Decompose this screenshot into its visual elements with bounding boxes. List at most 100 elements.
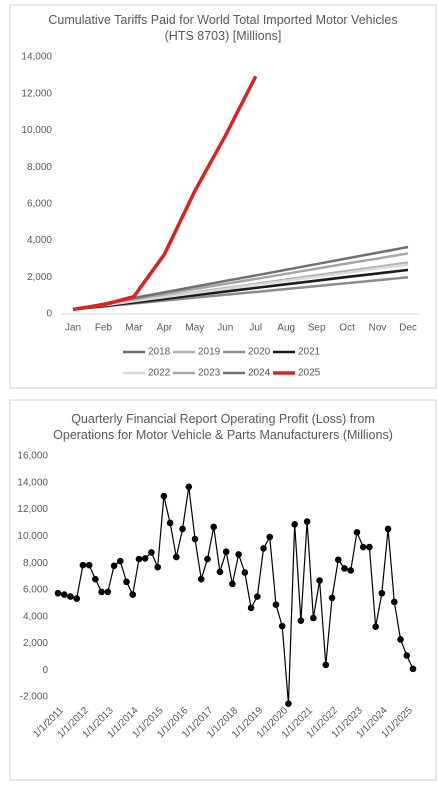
legend-label: 2025 <box>298 368 321 379</box>
x-tick-label: Dec <box>399 323 417 334</box>
chart-title: Quarterly Financial Report Operating Pro… <box>53 412 393 442</box>
legend-label: 2018 <box>148 347 171 358</box>
y-tick-label: 6,000 <box>27 198 52 209</box>
x-tick-label: Jul <box>249 323 262 334</box>
point <box>235 551 242 558</box>
point <box>54 589 62 597</box>
point <box>372 623 379 631</box>
point <box>204 555 211 563</box>
point <box>253 593 261 600</box>
point <box>179 525 186 533</box>
point <box>397 636 404 643</box>
point <box>98 588 105 596</box>
point <box>104 588 112 596</box>
panel <box>9 399 437 781</box>
point <box>384 525 392 533</box>
point <box>135 555 143 563</box>
panel <box>9 4 437 389</box>
point <box>148 549 155 556</box>
point <box>210 523 218 531</box>
point <box>241 569 249 576</box>
point <box>353 529 361 536</box>
point <box>403 652 411 659</box>
y-tick-label: 4,000 <box>27 235 52 246</box>
point <box>272 601 280 608</box>
y-tick-label: 12,000 <box>17 504 48 515</box>
y-tick-label: 12,000 <box>21 88 52 99</box>
x-tick-label: Nov <box>369 323 387 334</box>
y-tick-label: 0 <box>46 309 52 320</box>
legend-label: 2023 <box>198 368 221 379</box>
point <box>79 561 87 569</box>
point <box>359 543 367 551</box>
y-tick-label: -2,000 <box>20 692 49 703</box>
series-line <box>72 263 409 311</box>
point <box>92 575 99 583</box>
chart-title: Cumulative Tariffs Paid for World Total … <box>48 13 398 43</box>
legend-label: 2022 <box>148 368 171 379</box>
legend-label: 2019 <box>198 347 221 358</box>
y-tick-label: 8,000 <box>27 162 52 173</box>
y-tick-label: 14,000 <box>17 477 48 488</box>
point <box>191 535 199 543</box>
x-tick-label: Feb <box>95 323 113 334</box>
point <box>216 568 224 576</box>
point <box>285 700 292 707</box>
y-tick-label: 0 <box>42 665 48 676</box>
point <box>328 594 336 602</box>
y-tick-label: 6,000 <box>23 585 48 596</box>
point <box>185 483 193 491</box>
point <box>197 575 205 583</box>
point <box>366 543 373 551</box>
y-tick-label: 14,000 <box>21 52 52 63</box>
point <box>391 598 398 606</box>
point <box>123 578 130 586</box>
point <box>291 520 298 528</box>
point <box>378 589 386 597</box>
point <box>316 577 323 584</box>
x-tick-label: Apr <box>157 323 173 334</box>
x-tick-label: Jun <box>217 323 233 334</box>
point <box>310 614 317 622</box>
point <box>73 595 80 602</box>
x-tick-label: May <box>185 323 204 334</box>
point <box>154 563 161 571</box>
x-tick-label: Oct <box>339 323 355 334</box>
x-tick-label: Jan <box>65 323 81 334</box>
point <box>141 555 149 562</box>
series-line <box>57 486 414 705</box>
series-line <box>72 75 258 312</box>
point <box>129 591 137 598</box>
point <box>409 665 417 673</box>
y-tick-label: 2,000 <box>23 638 48 649</box>
point <box>166 519 174 527</box>
point <box>60 591 68 598</box>
legend-label: 2024 <box>248 368 271 379</box>
x-tick-label: Sep <box>308 323 326 334</box>
point <box>229 580 236 588</box>
series-line <box>72 268 409 311</box>
legend-label: 2021 <box>298 347 321 358</box>
point <box>341 565 348 572</box>
point <box>173 553 180 561</box>
point <box>67 593 74 600</box>
y-tick-label: 16,000 <box>17 451 48 462</box>
legend-label: 2020 <box>248 347 271 358</box>
point <box>278 622 286 630</box>
x-tick-label: Mar <box>125 323 143 334</box>
y-tick-label: 2,000 <box>27 272 52 283</box>
point <box>110 562 118 570</box>
y-tick-label: 10,000 <box>17 531 48 542</box>
y-tick-label: 8,000 <box>23 558 48 569</box>
x-tick-label: Aug <box>277 323 295 334</box>
point <box>297 617 305 624</box>
point <box>303 518 311 525</box>
point <box>85 561 93 569</box>
point <box>222 548 230 556</box>
point <box>322 661 330 669</box>
point <box>334 556 342 564</box>
y-tick-label: 10,000 <box>21 125 52 136</box>
point <box>347 567 355 574</box>
